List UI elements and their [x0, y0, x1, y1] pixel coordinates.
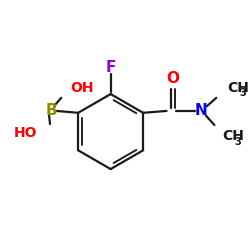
Text: OH: OH	[71, 82, 94, 96]
Text: F: F	[106, 60, 116, 75]
Text: HO: HO	[14, 126, 37, 140]
Text: 3: 3	[234, 137, 241, 147]
Text: CH: CH	[222, 129, 244, 143]
Text: B: B	[46, 104, 58, 118]
Text: N: N	[195, 104, 208, 118]
Text: 3: 3	[240, 88, 246, 98]
Text: O: O	[167, 70, 180, 86]
Text: CH: CH	[228, 82, 250, 96]
